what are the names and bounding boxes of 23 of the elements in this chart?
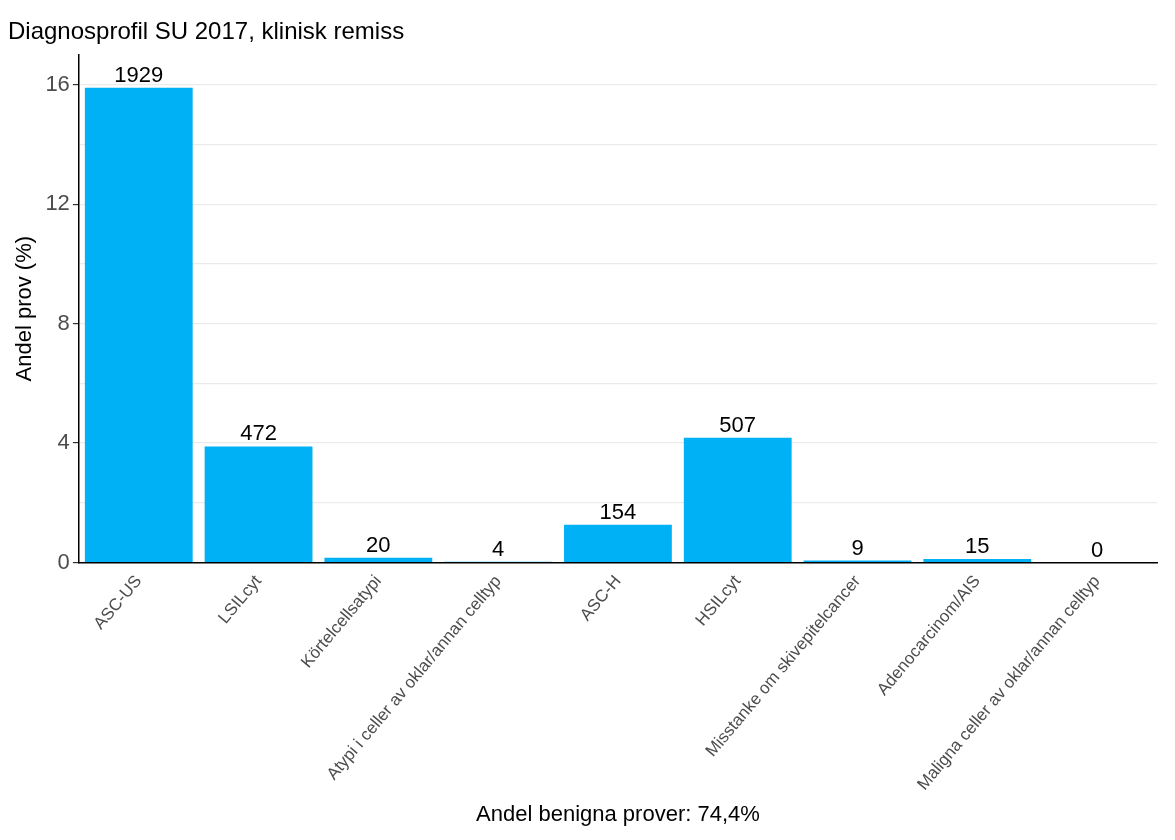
annotation: 4 — [492, 535, 505, 561]
annotation: 1929 — [114, 61, 164, 87]
bar — [84, 87, 193, 562]
bar — [564, 524, 672, 562]
y-tick-label: 4 — [57, 429, 70, 455]
bar — [204, 446, 313, 562]
x-axis-title: Andel benigna prover: 74,4% — [476, 800, 760, 826]
y-tick-label: 12 — [45, 190, 70, 216]
y-tick-label: 8 — [57, 309, 70, 335]
bar — [324, 557, 433, 562]
chart-title: Diagnosprofil SU 2017, klinisk remiss — [8, 17, 405, 45]
y-tick-label: 0 — [57, 548, 70, 574]
annotation: 20 — [366, 531, 391, 557]
annotation: 472 — [240, 420, 277, 446]
annotation: 0 — [1090, 536, 1104, 562]
bar — [923, 558, 1032, 562]
annotation: 15 — [965, 533, 990, 559]
y-tick-label: 16 — [45, 70, 70, 96]
y-axis-title: Andel prov (%) — [11, 235, 37, 382]
bar — [683, 437, 792, 562]
annotation: 154 — [599, 498, 637, 524]
annotation: 507 — [719, 411, 757, 437]
annotation: 9 — [851, 534, 864, 560]
